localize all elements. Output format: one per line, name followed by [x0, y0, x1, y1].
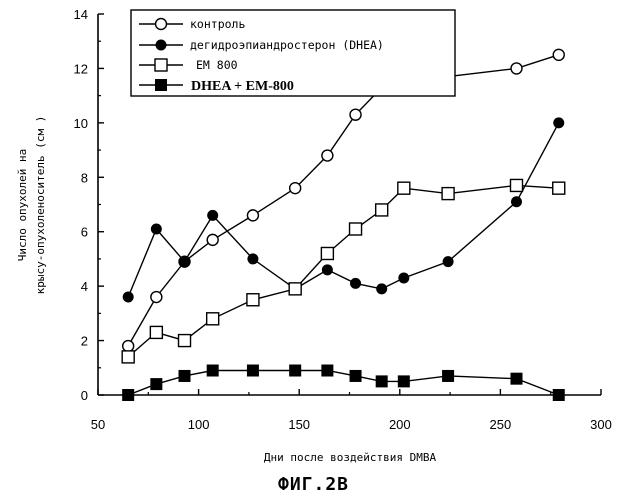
legend-label-dhea: дегидроэпиандростерон (DHEA) — [190, 38, 384, 52]
data-point — [441, 186, 455, 201]
y-tick-label: 2 — [81, 334, 88, 349]
data-point — [552, 48, 565, 62]
series-line — [127, 184, 559, 358]
data-point — [510, 62, 523, 75]
data-point — [122, 291, 134, 303]
x-tick-label: 200 — [389, 417, 411, 432]
data-point — [552, 389, 565, 401]
filled-circle-marker-icon — [155, 39, 167, 51]
series-line — [127, 54, 559, 347]
data-point — [442, 369, 455, 382]
y-tick-label: 4 — [81, 279, 88, 294]
axes: 50 100 150 200 250 300 0 2 4 6 8 10 12 14 — [74, 7, 612, 432]
data-point — [289, 364, 302, 377]
legend-label-control: контроль — [190, 17, 245, 31]
data-point — [552, 181, 566, 195]
y-tick-label: 14 — [74, 7, 88, 22]
legend-box — [130, 9, 456, 97]
data-point — [397, 181, 411, 195]
legend-item-control: контроль — [139, 17, 245, 31]
series-line — [127, 369, 559, 396]
data-point — [122, 389, 135, 401]
data-point — [349, 108, 362, 121]
open-circle-marker-icon — [154, 17, 168, 31]
data-point — [178, 369, 191, 382]
series-filled-circle — [122, 117, 565, 303]
y-tick-label: 8 — [81, 170, 88, 185]
data-point — [510, 196, 522, 208]
x-tick-label: 100 — [188, 417, 210, 432]
data-point — [442, 256, 454, 268]
x-tick-label: 50 — [91, 417, 105, 432]
data-point — [121, 350, 135, 364]
legend-item-dhea-em800: DHEA + EM-800 — [139, 79, 294, 94]
data-point — [398, 272, 410, 284]
data-point — [553, 117, 565, 129]
y-tick-label: 10 — [74, 116, 88, 131]
legend-label-dhea-em800: DHEA + EM-800 — [191, 79, 294, 94]
y-axis-title-line-2: крысу-опухоленоситель (см ) — [34, 116, 47, 295]
data-point — [374, 203, 389, 217]
x-tick-label: 150 — [288, 417, 310, 432]
series-layer — [121, 48, 566, 401]
data-point — [348, 222, 363, 236]
data-point — [121, 339, 135, 353]
data-point — [247, 253, 259, 265]
data-point — [397, 375, 410, 388]
data-point — [179, 256, 191, 268]
data-point — [150, 223, 162, 235]
y-tick-label: 12 — [74, 61, 88, 76]
y-tick-label: 6 — [81, 225, 88, 240]
data-point — [246, 364, 259, 377]
data-point — [207, 209, 219, 221]
data-point — [149, 325, 164, 340]
legend-label-em800: EM 800 — [196, 58, 238, 72]
data-point — [177, 333, 192, 348]
y-axis-title-line-1: Число опухолей на — [16, 149, 29, 262]
x-axis-title: Дни после воздействия DMBA — [264, 451, 437, 464]
data-point — [320, 246, 335, 261]
data-point — [321, 364, 334, 377]
data-point — [246, 209, 260, 222]
data-point — [376, 283, 388, 295]
data-point — [321, 149, 334, 162]
data-point — [246, 293, 260, 307]
legend-item-dhea: дегидроэпиандростерон (DHEA) — [139, 38, 384, 52]
data-point — [321, 264, 333, 276]
data-point — [205, 312, 220, 326]
filled-square-marker-icon — [155, 79, 167, 91]
open-square-marker-icon — [154, 58, 168, 72]
x-tick-label: 250 — [490, 417, 512, 432]
series-open-square — [121, 178, 566, 364]
data-point — [349, 369, 362, 382]
data-point — [150, 378, 163, 391]
data-point — [510, 372, 523, 385]
figure-caption: ФИГ.2В — [277, 474, 350, 495]
legend: контроль дегидроэпиандростерон (DHEA) EM… — [130, 9, 456, 97]
data-point — [206, 233, 219, 247]
x-axis-ticks: 50 100 150 200 250 300 — [91, 389, 612, 432]
data-point — [375, 375, 388, 388]
data-point — [288, 181, 302, 195]
y-axis-ticks: 0 2 4 6 8 10 12 14 — [74, 7, 104, 403]
x-tick-label: 300 — [590, 417, 612, 432]
data-point — [150, 290, 163, 304]
series-filled-square — [122, 364, 565, 401]
y-axis-title: Число опухолей на крысу-опухоленоситель … — [16, 116, 47, 295]
data-point — [288, 282, 302, 296]
data-point — [350, 277, 362, 289]
y-tick-label: 0 — [81, 388, 88, 403]
series-line — [127, 122, 560, 298]
data-point — [509, 178, 524, 193]
data-point — [206, 364, 219, 377]
legend-item-em800: EM 800 — [139, 58, 238, 72]
